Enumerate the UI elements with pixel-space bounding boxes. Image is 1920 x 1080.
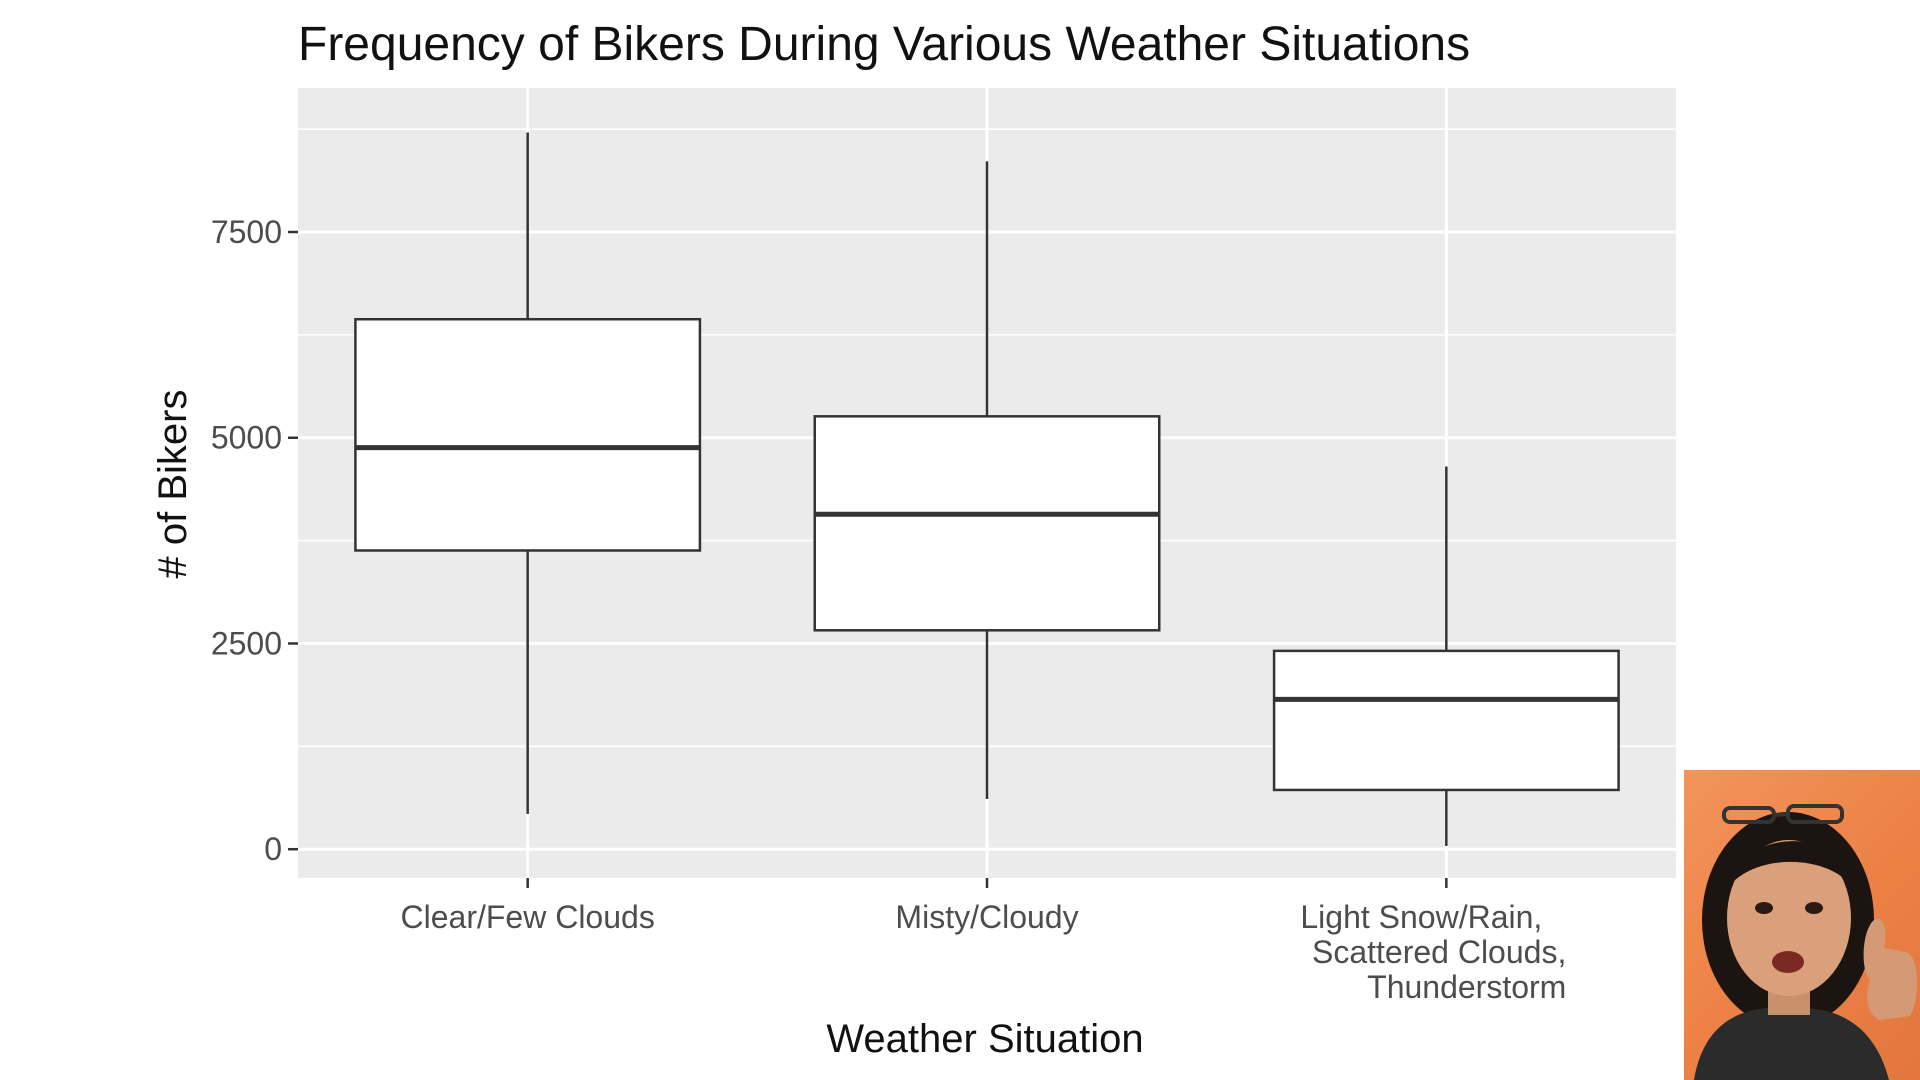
iqr-box — [813, 415, 1161, 632]
x-tick-label-line: Clear/Few Clouds — [401, 899, 655, 935]
y-tick-label: 5000 — [211, 420, 282, 456]
axis-layer: 0 2500 5000 7500 Clear/Few Clouds Misty/Cloud… — [211, 214, 1567, 1005]
box-2 — [813, 161, 1161, 799]
presenter-webcam-overlay — [1684, 770, 1920, 1080]
presenter-icon — [1694, 804, 1918, 1080]
x-tick-label: Light Snow/Rain, Scattered Clouds, Thunder… — [1300, 899, 1566, 1005]
x-axis-title: Weather Situation — [826, 1017, 1143, 1061]
box-layer — [354, 132, 1620, 846]
box-3 — [1272, 466, 1620, 846]
iqr-box — [354, 317, 702, 552]
x-tick-label: Misty/Cloudy — [895, 899, 1078, 935]
box-1 — [354, 132, 702, 814]
x-tick-label-line: Scattered Clouds, — [1312, 934, 1566, 970]
x-tick-label-line: Light Snow/Rain, — [1300, 899, 1542, 935]
x-tick-label: Clear/Few Clouds — [401, 899, 655, 935]
y-axis-title: # of Bikers — [151, 390, 195, 579]
chart-title: Frequency of Bikers During Various Weath… — [298, 18, 1470, 71]
y-tick-label: 7500 — [211, 214, 282, 250]
iqr-box — [1272, 649, 1620, 792]
x-tick-label-line: Misty/Cloudy — [895, 899, 1078, 935]
x-tick-label-line: Thunderstorm — [1367, 969, 1566, 1005]
y-tick-label: 2500 — [211, 625, 282, 661]
y-tick-label: 0 — [264, 831, 282, 867]
